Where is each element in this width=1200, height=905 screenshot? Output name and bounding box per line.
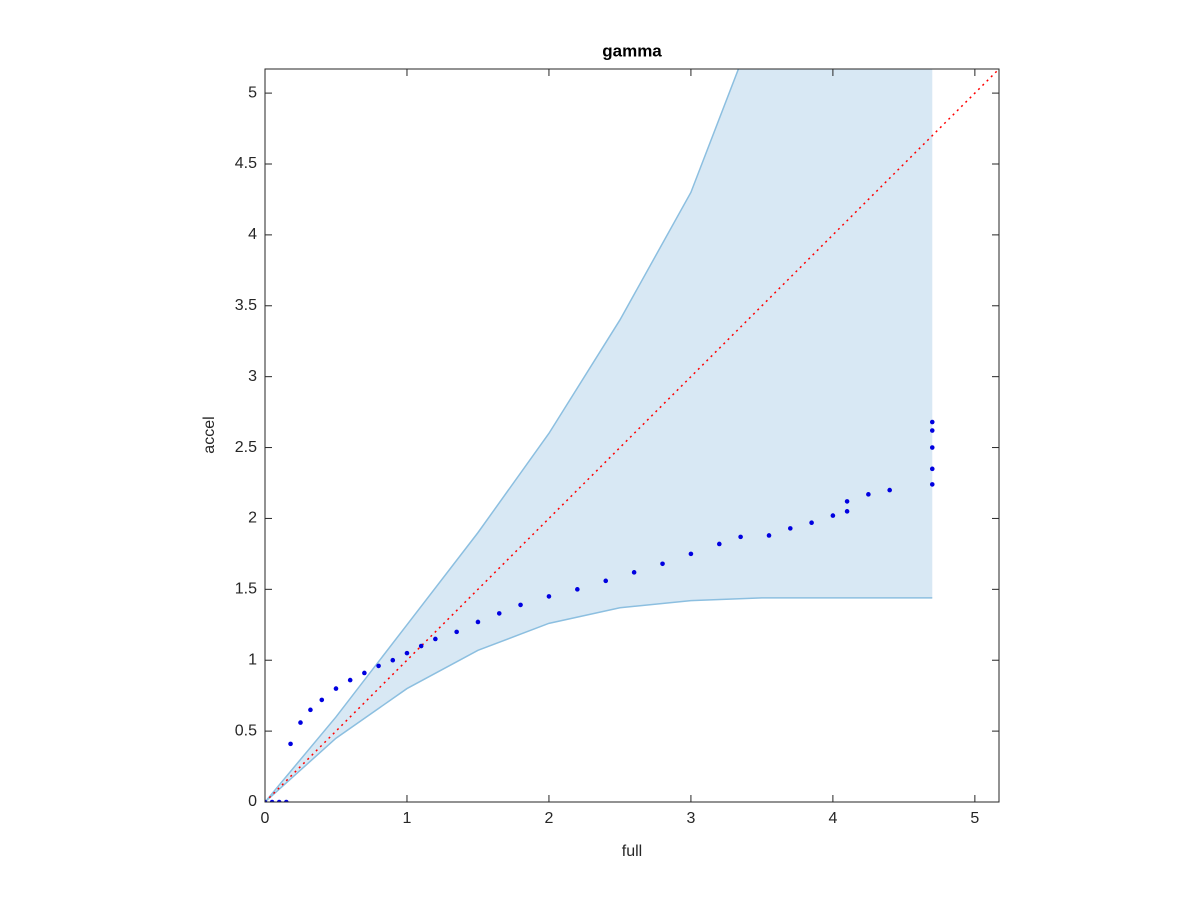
data-point bbox=[929, 445, 935, 450]
data-point bbox=[929, 482, 935, 487]
data-point bbox=[347, 677, 353, 683]
y-tick-label: 2.5 bbox=[235, 439, 257, 456]
x-tick-label: 3 bbox=[686, 810, 695, 827]
data-point bbox=[929, 428, 935, 433]
y-tick-label: 0 bbox=[248, 793, 257, 810]
data-point bbox=[809, 520, 814, 525]
data-point bbox=[929, 419, 935, 425]
data-point bbox=[362, 670, 367, 676]
data-point bbox=[276, 799, 282, 802]
data-point bbox=[929, 466, 935, 472]
data-point bbox=[688, 551, 694, 557]
data-point bbox=[308, 707, 313, 713]
data-point bbox=[518, 602, 523, 608]
x-tick-label: 1 bbox=[403, 810, 412, 827]
plot-area bbox=[265, 69, 999, 802]
data-point bbox=[265, 799, 268, 802]
confidence-band bbox=[265, 69, 933, 802]
y-tick-label: 4.5 bbox=[235, 155, 257, 172]
chart-title: gamma bbox=[602, 41, 662, 60]
band-lower bbox=[265, 597, 933, 802]
y-tick-label: 5 bbox=[248, 84, 257, 101]
data-point bbox=[475, 619, 481, 625]
data-point bbox=[319, 697, 325, 703]
y-tick-label: 3.5 bbox=[235, 297, 257, 314]
y-tick-label: 1.5 bbox=[235, 581, 257, 598]
y-tick-label: 4 bbox=[248, 226, 257, 243]
data-point bbox=[660, 561, 665, 567]
data-point bbox=[496, 611, 502, 616]
data-point bbox=[390, 657, 396, 663]
data-point bbox=[283, 799, 289, 802]
data-point bbox=[333, 686, 339, 691]
data-point bbox=[844, 499, 850, 504]
data-point bbox=[766, 533, 772, 538]
data-point bbox=[603, 578, 609, 584]
data-point bbox=[887, 487, 892, 493]
data-point bbox=[830, 513, 836, 518]
data-point bbox=[546, 594, 552, 599]
data-point bbox=[575, 587, 580, 592]
x-tick-label: 4 bbox=[828, 810, 837, 827]
y-tick-label: 3 bbox=[248, 368, 257, 385]
y-axis-label: accel bbox=[201, 416, 218, 453]
data-point bbox=[717, 541, 722, 547]
y-tick-label: 1 bbox=[248, 651, 257, 668]
x-axis-label: full bbox=[622, 843, 642, 860]
data-point bbox=[787, 526, 793, 531]
axes-box bbox=[264, 68, 1000, 803]
data-point bbox=[269, 799, 275, 802]
data-point bbox=[631, 570, 637, 575]
band-upper bbox=[265, 69, 740, 802]
y-tick-label: 2 bbox=[248, 510, 257, 527]
x-tick-label: 0 bbox=[261, 810, 270, 827]
y-tick-label: 0.5 bbox=[235, 722, 257, 739]
data-point bbox=[844, 509, 850, 514]
reference-line bbox=[265, 69, 999, 802]
x-tick-label: 5 bbox=[970, 810, 979, 827]
x-tick-label: 2 bbox=[544, 810, 553, 827]
data-point bbox=[298, 720, 303, 725]
data-point bbox=[738, 534, 743, 540]
data-point bbox=[454, 629, 459, 635]
data-point bbox=[866, 492, 871, 497]
data-point bbox=[376, 663, 381, 669]
data-point bbox=[418, 643, 424, 649]
data-point bbox=[404, 650, 410, 656]
data-point bbox=[433, 636, 438, 642]
data-point bbox=[288, 741, 293, 747]
